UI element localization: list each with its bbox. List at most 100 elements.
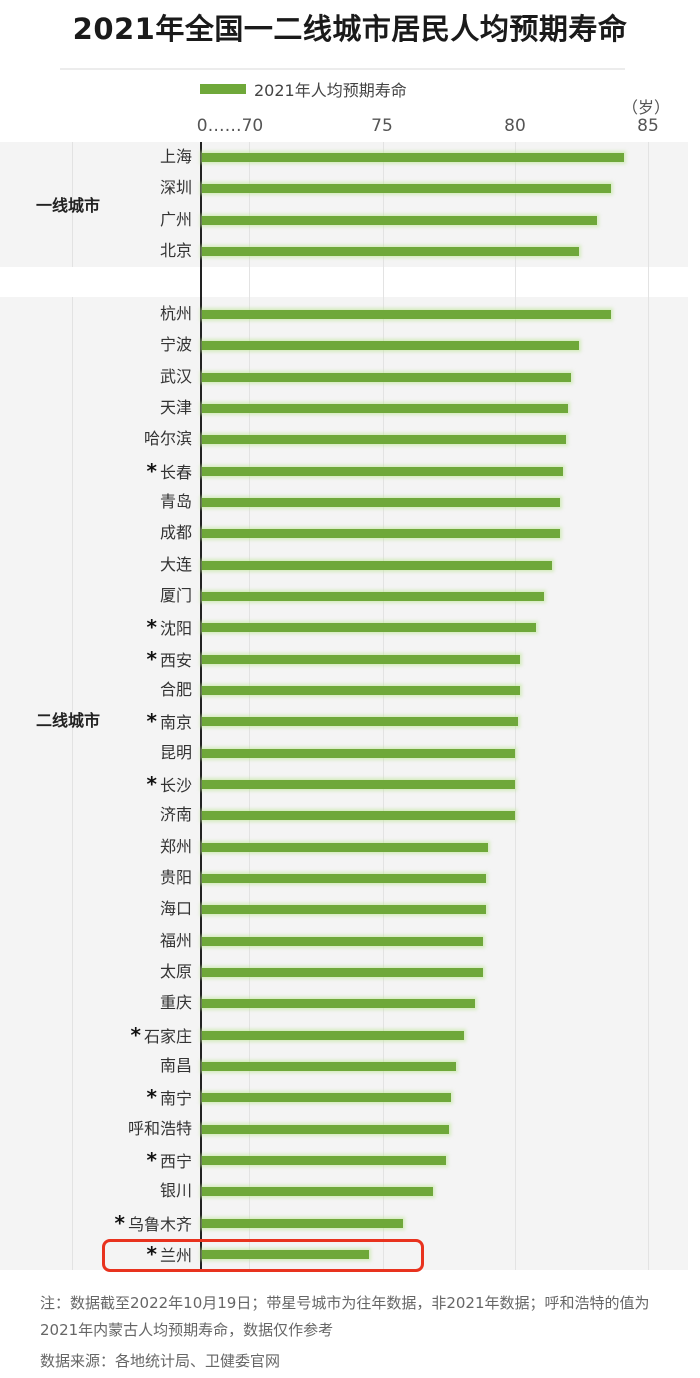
bar xyxy=(202,999,476,1009)
bar xyxy=(202,497,561,507)
star-icon: * xyxy=(130,1022,141,1047)
bar xyxy=(202,466,563,476)
bar-row: 天津 xyxy=(0,396,700,420)
title-divider xyxy=(60,68,625,70)
city-name: 兰州 xyxy=(159,1245,192,1265)
legend-label: 2021年人均预期寿命 xyxy=(254,81,407,100)
city-name: 广州 xyxy=(159,209,192,229)
city-label: 广州 xyxy=(160,208,192,232)
city-label: * 石家庄 xyxy=(131,1023,192,1047)
city-label: * 兰州 xyxy=(147,1242,192,1266)
bar-row: 呼和浩特 xyxy=(0,1117,700,1141)
legend-swatch xyxy=(200,84,246,94)
bar-row: * 乌鲁木齐 xyxy=(0,1211,700,1235)
tier-label-second: 二线城市 xyxy=(36,711,101,730)
legend: 2021年人均预期寿命 xyxy=(200,78,407,100)
city-name: 天津 xyxy=(159,397,192,417)
label-separator xyxy=(72,142,73,267)
bar-row: 福州 xyxy=(0,929,700,953)
city-label: * 西宁 xyxy=(147,1148,192,1172)
city-label: 银川 xyxy=(160,1179,192,1203)
bar-row: 银川 xyxy=(0,1179,700,1203)
city-label: 贵阳 xyxy=(160,866,192,890)
bar-row: * 长春 xyxy=(0,459,700,483)
city-label: 上海 xyxy=(160,145,192,169)
city-name: 海口 xyxy=(159,899,192,919)
chart-title: 2021年全国一二线城市居民人均预期寿命 xyxy=(72,12,628,46)
city-name: 昆明 xyxy=(159,742,192,762)
bar xyxy=(202,1155,446,1165)
bar xyxy=(202,905,486,915)
star-icon: * xyxy=(146,615,157,640)
city-name: 宁波 xyxy=(159,335,192,355)
city-name: 杭州 xyxy=(159,304,192,323)
city-label: 哈尔滨 xyxy=(144,427,192,451)
bar-row: 上海 xyxy=(0,145,700,169)
star-icon: * xyxy=(114,1210,125,1235)
bar xyxy=(202,779,515,789)
city-label: * 长沙 xyxy=(147,772,192,796)
city-label: 北京 xyxy=(160,239,192,263)
y-axis-line xyxy=(200,142,202,1270)
bar xyxy=(202,372,571,382)
bar-row: * 石家庄 xyxy=(0,1023,700,1047)
gridline-85 xyxy=(648,142,649,1270)
bar-row: 成都 xyxy=(0,521,700,545)
city-name: 太原 xyxy=(159,961,192,981)
bar-row: * 西宁 xyxy=(0,1148,700,1172)
city-name: 银川 xyxy=(159,1181,192,1201)
bar-row: 武汉 xyxy=(0,365,700,389)
city-name: 南昌 xyxy=(159,1055,192,1075)
city-name: 郑州 xyxy=(159,836,192,856)
star-icon: * xyxy=(146,1085,157,1110)
highlight-box xyxy=(102,1239,424,1272)
city-label: 海口 xyxy=(160,897,192,921)
bar-row: 深圳 xyxy=(0,176,700,200)
city-label: * 乌鲁木齐 xyxy=(115,1211,192,1235)
city-label: 天津 xyxy=(160,396,192,420)
city-name: 武汉 xyxy=(159,366,192,386)
city-label: * 南京 xyxy=(147,709,192,733)
axis-unit: （岁） xyxy=(622,98,671,117)
tier-label-first: 一线城市 xyxy=(36,196,101,215)
x-tick-70: 0……70 xyxy=(196,116,264,136)
bar-row: 青岛 xyxy=(0,490,700,514)
bar-row: 厦门 xyxy=(0,584,700,608)
tier1-panel xyxy=(0,142,688,267)
city-label: 杭州 xyxy=(160,302,192,326)
gridline-75 xyxy=(383,142,384,1270)
city-name: 合肥 xyxy=(159,679,192,699)
bar-row: 海口 xyxy=(0,897,700,921)
city-label: 厦门 xyxy=(160,584,192,608)
city-label: 成都 xyxy=(160,521,192,545)
city-label: 郑州 xyxy=(160,835,192,859)
bar xyxy=(202,1187,433,1197)
city-name: 呼和浩特 xyxy=(127,1118,192,1138)
city-name: 长沙 xyxy=(159,775,192,795)
star-icon: * xyxy=(146,1241,157,1266)
bar xyxy=(202,936,484,946)
city-name: 贵阳 xyxy=(159,867,192,887)
bar xyxy=(202,1030,465,1040)
city-name: 哈尔滨 xyxy=(143,429,192,449)
x-tick-80: 80 xyxy=(504,116,526,136)
city-label: 福州 xyxy=(160,929,192,953)
bar xyxy=(202,842,489,852)
city-label: 南昌 xyxy=(160,1054,192,1078)
city-label: 大连 xyxy=(160,553,192,577)
bar xyxy=(202,1249,369,1259)
star-icon: * xyxy=(146,1147,157,1172)
city-name: 北京 xyxy=(159,240,192,260)
bar-row: * 南宁 xyxy=(0,1085,700,1109)
bar xyxy=(202,1061,457,1071)
city-name: 西安 xyxy=(159,650,192,670)
bar-row: 昆明 xyxy=(0,741,700,765)
bar-row: 哈尔滨 xyxy=(0,427,700,451)
bar xyxy=(202,873,486,883)
bar-row: * 南京 xyxy=(0,709,700,733)
bar xyxy=(202,1218,404,1228)
city-name: 福州 xyxy=(159,930,192,950)
bar xyxy=(202,654,521,664)
x-tick-85: 85 xyxy=(637,116,659,136)
city-name: 乌鲁木齐 xyxy=(127,1214,192,1234)
